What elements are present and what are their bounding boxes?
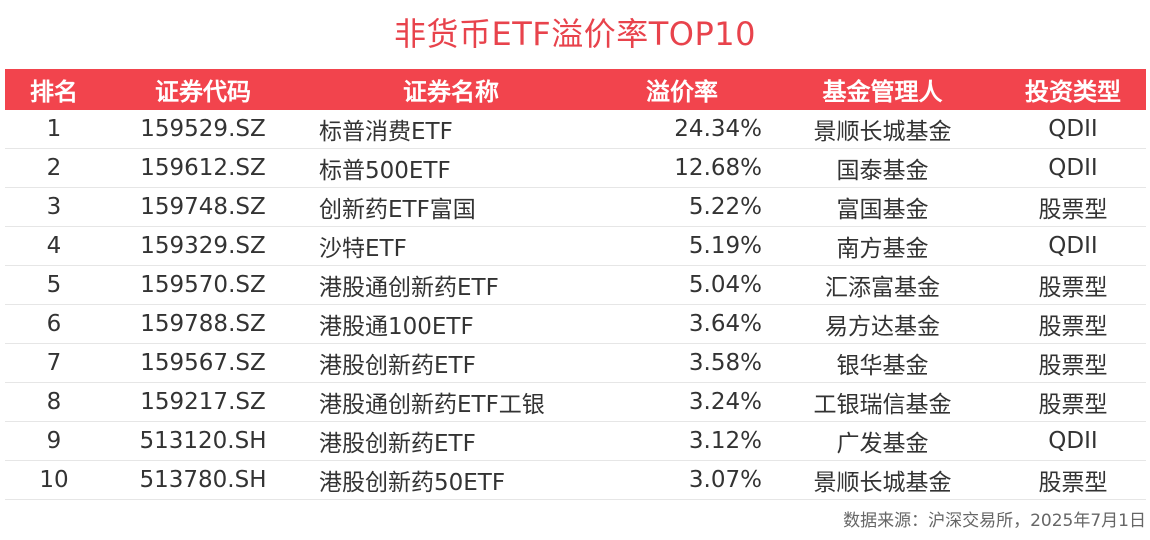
cell-code: 159567.SZ bbox=[103, 343, 303, 383]
cell-name: 港股创新药ETF bbox=[303, 421, 599, 461]
cell-premium: 3.07% bbox=[599, 460, 765, 500]
cell-name: 标普500ETF bbox=[303, 148, 599, 188]
column-header-rank: 排名 bbox=[5, 69, 103, 110]
table-row: 9 513120.SH 港股创新药ETF 3.12% 广发基金 QDII bbox=[5, 421, 1146, 461]
cell-name: 港股通创新药ETF工银 bbox=[303, 382, 599, 422]
cell-name: 沙特ETF bbox=[303, 226, 599, 266]
table-row: 2 159612.SZ 标普500ETF 12.68% 国泰基金 QDII bbox=[5, 148, 1146, 188]
cell-premium: 12.68% bbox=[599, 148, 765, 188]
cell-code: 159612.SZ bbox=[103, 148, 303, 188]
cell-manager: 富国基金 bbox=[765, 187, 1000, 227]
cell-name: 港股创新药ETF bbox=[303, 343, 599, 383]
cell-type: 股票型 bbox=[1000, 187, 1146, 227]
cell-code: 159748.SZ bbox=[103, 187, 303, 227]
cell-premium: 5.04% bbox=[599, 265, 765, 305]
cell-rank: 2 bbox=[5, 148, 103, 188]
cell-code: 513120.SH bbox=[103, 421, 303, 461]
premium-ranking-table: 排名 证券代码 证券名称 溢价率 基金管理人 投资类型 1 159529.SZ … bbox=[5, 69, 1146, 500]
table-header-row: 排名 证券代码 证券名称 溢价率 基金管理人 投资类型 bbox=[5, 69, 1146, 110]
cell-type: QDII bbox=[1000, 110, 1146, 149]
cell-manager: 景顺长城基金 bbox=[765, 460, 1000, 500]
cell-rank: 4 bbox=[5, 226, 103, 266]
cell-rank: 3 bbox=[5, 187, 103, 227]
page-title: 非货币ETF溢价率TOP10 bbox=[394, 15, 756, 53]
cell-rank: 5 bbox=[5, 265, 103, 305]
cell-manager: 工银瑞信基金 bbox=[765, 382, 1000, 422]
cell-code: 159217.SZ bbox=[103, 382, 303, 422]
cell-manager: 汇添富基金 bbox=[765, 265, 1000, 305]
cell-rank: 8 bbox=[5, 382, 103, 422]
cell-rank: 9 bbox=[5, 421, 103, 461]
cell-rank: 10 bbox=[5, 460, 103, 500]
cell-premium: 3.64% bbox=[599, 304, 765, 344]
column-header-type: 投资类型 bbox=[1000, 69, 1146, 110]
cell-type: 股票型 bbox=[1000, 382, 1146, 422]
table-row: 7 159567.SZ 港股创新药ETF 3.58% 银华基金 股票型 bbox=[5, 343, 1146, 383]
cell-type: QDII bbox=[1000, 148, 1146, 188]
cell-type: QDII bbox=[1000, 421, 1146, 461]
cell-premium: 5.19% bbox=[599, 226, 765, 266]
cell-manager: 南方基金 bbox=[765, 226, 1000, 266]
column-header-manager: 基金管理人 bbox=[765, 69, 1000, 110]
cell-premium: 3.58% bbox=[599, 343, 765, 383]
cell-type: 股票型 bbox=[1000, 343, 1146, 383]
cell-code: 159329.SZ bbox=[103, 226, 303, 266]
table-body: 1 159529.SZ 标普消费ETF 24.34% 景顺长城基金 QDII 2… bbox=[5, 110, 1146, 500]
table-row: 4 159329.SZ 沙特ETF 5.19% 南方基金 QDII bbox=[5, 226, 1146, 266]
cell-type: 股票型 bbox=[1000, 304, 1146, 344]
column-header-name: 证券名称 bbox=[303, 69, 599, 110]
cell-code: 159529.SZ bbox=[103, 110, 303, 149]
cell-code: 513780.SH bbox=[103, 460, 303, 500]
table-row: 1 159529.SZ 标普消费ETF 24.34% 景顺长城基金 QDII bbox=[5, 110, 1146, 149]
cell-rank: 7 bbox=[5, 343, 103, 383]
cell-name: 港股创新药50ETF bbox=[303, 460, 599, 500]
cell-premium: 3.12% bbox=[599, 421, 765, 461]
cell-rank: 6 bbox=[5, 304, 103, 344]
cell-manager: 广发基金 bbox=[765, 421, 1000, 461]
cell-premium: 5.22% bbox=[599, 187, 765, 227]
column-header-code: 证券代码 bbox=[103, 69, 303, 110]
cell-code: 159788.SZ bbox=[103, 304, 303, 344]
cell-name: 港股通创新药ETF bbox=[303, 265, 599, 305]
cell-name: 港股通100ETF bbox=[303, 304, 599, 344]
column-header-premium: 溢价率 bbox=[599, 69, 765, 110]
cell-premium: 24.34% bbox=[599, 110, 765, 149]
cell-type: 股票型 bbox=[1000, 460, 1146, 500]
cell-code: 159570.SZ bbox=[103, 265, 303, 305]
table-row: 6 159788.SZ 港股通100ETF 3.64% 易方达基金 股票型 bbox=[5, 304, 1146, 344]
cell-manager: 银华基金 bbox=[765, 343, 1000, 383]
table-row: 10 513780.SH 港股创新药50ETF 3.07% 景顺长城基金 股票型 bbox=[5, 460, 1146, 500]
data-source-note: 数据来源：沪深交易所，2025年7月1日 bbox=[843, 511, 1146, 531]
cell-manager: 易方达基金 bbox=[765, 304, 1000, 344]
cell-manager: 国泰基金 bbox=[765, 148, 1000, 188]
cell-type: QDII bbox=[1000, 226, 1146, 266]
table-row: 3 159748.SZ 创新药ETF富国 5.22% 富国基金 股票型 bbox=[5, 187, 1146, 227]
cell-type: 股票型 bbox=[1000, 265, 1146, 305]
cell-premium: 3.24% bbox=[599, 382, 765, 422]
table-row: 5 159570.SZ 港股通创新药ETF 5.04% 汇添富基金 股票型 bbox=[5, 265, 1146, 305]
cell-manager: 景顺长城基金 bbox=[765, 110, 1000, 149]
cell-name: 创新药ETF富国 bbox=[303, 187, 599, 227]
table-row: 8 159217.SZ 港股通创新药ETF工银 3.24% 工银瑞信基金 股票型 bbox=[5, 382, 1146, 422]
cell-rank: 1 bbox=[5, 110, 103, 149]
cell-name: 标普消费ETF bbox=[303, 110, 599, 149]
